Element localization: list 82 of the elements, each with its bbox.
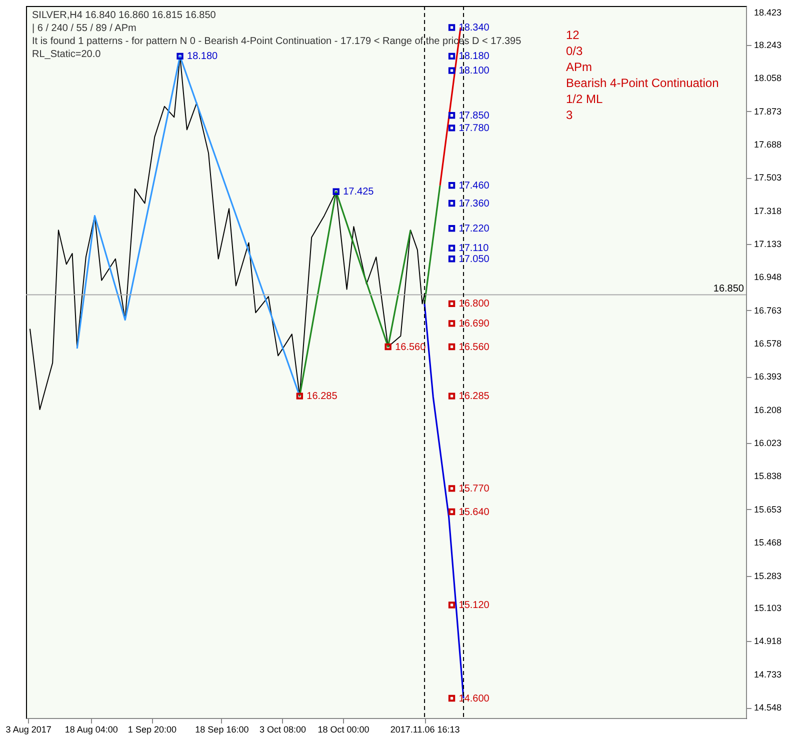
data-label: 17.850 [458, 110, 490, 122]
y-tick-label: 15.103 [754, 603, 782, 614]
point [448, 182, 456, 189]
data-label: 16.285 [306, 391, 338, 402]
point [448, 67, 456, 74]
point [448, 225, 456, 232]
y-tick-label: 17.873 [754, 106, 782, 116]
data-label: 17.050 [458, 254, 490, 265]
y-tick-label: 15.468 [754, 538, 782, 548]
data-label: 17.220 [458, 223, 490, 234]
y-tick-label: 14.918 [754, 636, 782, 646]
y-tick-label: 14.548 [754, 702, 782, 713]
y-tick-label: 16.208 [754, 404, 782, 415]
y-tick-label: 18.058 [754, 73, 782, 84]
y-tick-label: 15.838 [754, 471, 782, 482]
data-label: 15.640 [458, 506, 490, 518]
y-tick-label: 16.393 [754, 372, 782, 382]
data-label: 17.425 [343, 186, 374, 198]
data-label: 16.560 [395, 342, 426, 353]
point [384, 343, 392, 350]
point [448, 256, 456, 262]
point [448, 343, 456, 350]
y-tick-label: 15.653 [754, 504, 782, 514]
y-tick-label: 16.023 [754, 438, 782, 448]
x-tick-label: 18 Sep 16:00 [195, 724, 249, 734]
data-label: 16.560 [458, 342, 490, 353]
point [448, 200, 456, 207]
y-tick-label: 16.578 [754, 338, 782, 349]
annotation: SILVER,H4 16.840 16.860 16.815 16.850 [32, 10, 216, 21]
y-tick-label: 14.733 [754, 669, 782, 680]
data-label: 18.180 [187, 51, 218, 62]
point [448, 508, 456, 516]
point [448, 112, 456, 119]
x-tick-label: 3 Aug 2017 [6, 724, 52, 734]
point [332, 188, 340, 195]
data-label: 18.100 [458, 66, 490, 77]
point [448, 124, 456, 132]
data-label: 17.460 [458, 180, 490, 192]
data-label: 17.360 [458, 198, 490, 210]
y-tick-label: 18.423 [754, 8, 782, 18]
point [448, 694, 456, 702]
point [448, 24, 456, 31]
x-tick-label: 18 Oct 00:00 [318, 724, 370, 734]
data-label: 16.285 [458, 391, 490, 402]
y-tick-label: 17.688 [754, 139, 782, 150]
y-tick-label: 16.763 [754, 305, 782, 316]
y-tick-label: 17.318 [754, 206, 782, 216]
y-tick-label: 17.133 [754, 238, 782, 249]
point [448, 320, 456, 327]
data-label: 15.770 [458, 483, 490, 494]
x-tick-label: 2017.11.06 16:13 [390, 724, 460, 734]
y-tick-label: 18.243 [754, 40, 782, 50]
point [448, 300, 456, 308]
annotation: APm [566, 60, 592, 74]
data-label: 16.800 [458, 298, 490, 310]
y-tick-label: 15.283 [754, 570, 782, 581]
x-tick-label: 3 Oct 08:00 [259, 724, 306, 734]
data-label: 16.690 [458, 318, 490, 330]
annotation: 1/2 ML [566, 92, 604, 106]
point [448, 52, 456, 60]
point [448, 485, 456, 492]
x-tick-label: 1 Sep 20:00 [128, 724, 176, 734]
data-label: 15.120 [458, 600, 490, 612]
data-label: 17.110 [458, 243, 490, 254]
x-tick-label: 18 Aug 04:00 [64, 724, 118, 734]
annotation: | 6 / 240 / 55 / 89 / APm [32, 23, 136, 34]
y-tick-label: 16.948 [754, 272, 782, 282]
point [296, 392, 304, 400]
annotation: RL_Static=20.0 [32, 49, 102, 60]
annotation: 0/3 [566, 44, 584, 58]
annotation: Bearish 4-Point Continuation [566, 76, 719, 90]
ref-line-label: 16.850 [713, 284, 744, 295]
data-label: 18.340 [458, 22, 490, 34]
point [176, 52, 184, 60]
point [448, 244, 456, 252]
data-label: 18.180 [458, 51, 490, 62]
annotation: 12 [566, 28, 580, 42]
annotation: 3 [566, 108, 573, 122]
point [448, 392, 456, 400]
point [448, 602, 456, 608]
data-label: 17.780 [458, 122, 490, 134]
y-tick-label: 17.503 [754, 172, 782, 183]
